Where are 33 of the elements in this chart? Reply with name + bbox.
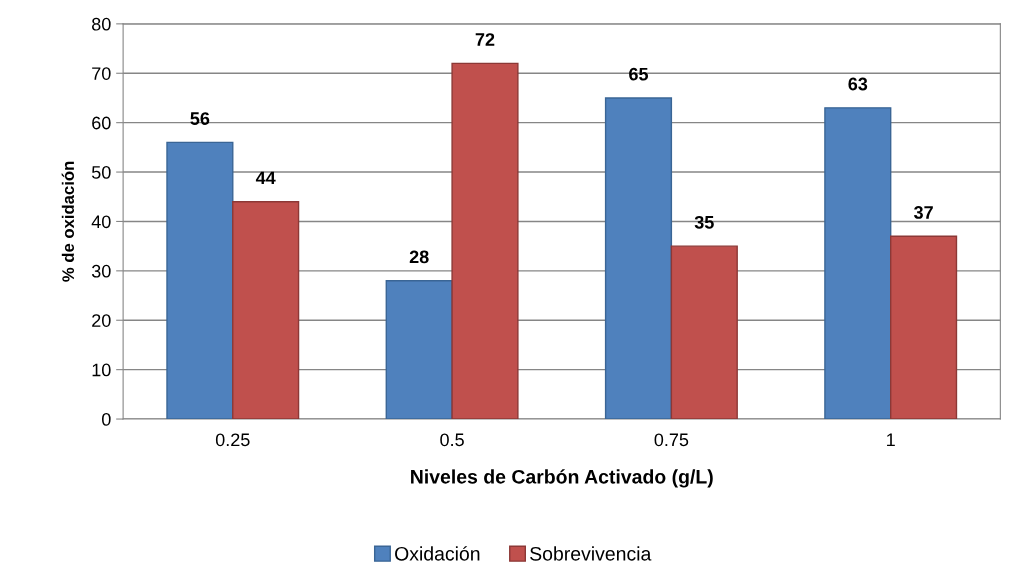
y-tick-label: 30: [91, 264, 111, 278]
y-tick-label: 0: [101, 412, 111, 426]
data-label: 28: [409, 250, 429, 264]
y-tick-label: 40: [91, 215, 111, 229]
bar: [890, 235, 958, 420]
y-tick-label: 20: [92, 314, 111, 327]
data-label: 56: [190, 112, 210, 125]
y-tick-label: 70: [92, 67, 111, 80]
bar: [166, 141, 234, 420]
bar: [604, 97, 673, 420]
data-label: 72: [475, 33, 495, 46]
y-tick-label: 50: [91, 165, 111, 179]
data-label: 65: [629, 67, 649, 81]
data-label: 35: [694, 215, 714, 229]
bar: [670, 245, 738, 420]
y-axis-title: % de oxidación: [61, 161, 75, 282]
bar: [232, 200, 300, 420]
y-tick-label: 10: [92, 363, 111, 377]
bar: [385, 280, 453, 420]
bar: [451, 62, 519, 420]
bar: [824, 107, 892, 420]
legend-label: Sobrevivencia: [530, 546, 652, 561]
y-tick-label: 60: [92, 116, 111, 130]
x-tick-label: 0.5: [440, 433, 464, 447]
x-axis-title: Niveles de Carbón Activado (g/L): [411, 469, 713, 488]
legend-label: Oxidación: [395, 546, 480, 561]
x-tick-label: 0.25: [215, 433, 250, 447]
data-label: 44: [255, 171, 276, 185]
y-tick-label: 80: [92, 17, 111, 31]
data-label: 37: [913, 206, 933, 219]
x-tick-label: 1: [887, 433, 895, 447]
x-tick-label: 0.75: [654, 433, 689, 447]
data-label: 63: [848, 77, 868, 91]
